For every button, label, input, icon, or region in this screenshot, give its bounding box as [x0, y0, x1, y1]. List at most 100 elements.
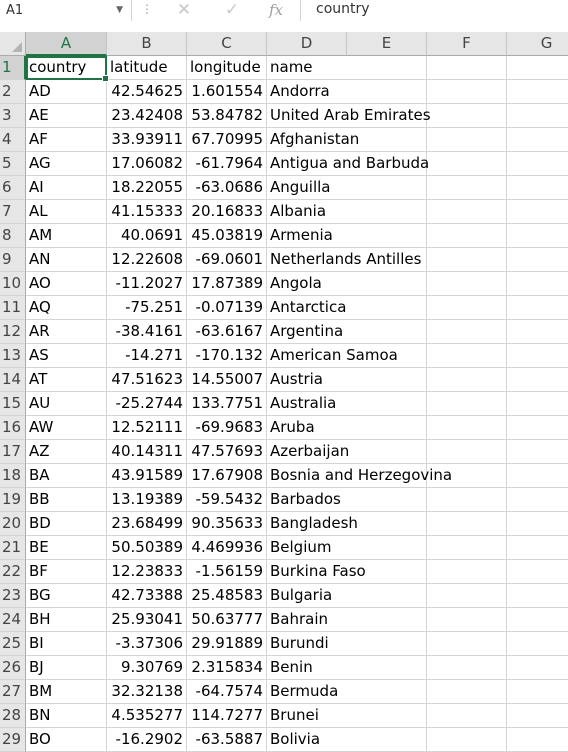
row-header[interactable]: 12 [0, 320, 26, 344]
cell-empty[interactable] [507, 488, 568, 512]
cancel-icon[interactable]: ✕ [176, 0, 192, 20]
cell-longitude[interactable]: 45.03819 [187, 224, 267, 248]
cell-empty[interactable] [427, 152, 507, 176]
cell-empty[interactable] [427, 176, 507, 200]
cell-empty[interactable] [427, 368, 507, 392]
cell-latitude[interactable]: latitude [107, 56, 187, 80]
cell-empty[interactable] [507, 536, 568, 560]
cell-latitude[interactable]: 9.30769 [107, 656, 187, 680]
row-header[interactable]: 9 [0, 248, 26, 272]
cell-name[interactable]: Bermuda [267, 680, 347, 704]
cell-name[interactable]: Bahrain [267, 608, 347, 632]
cell-latitude[interactable]: 42.73388 [107, 584, 187, 608]
row-header[interactable]: 23 [0, 584, 26, 608]
cell-latitude[interactable]: 40.0691 [107, 224, 187, 248]
cell-longitude[interactable]: -69.0601 [187, 248, 267, 272]
cell-latitude[interactable]: 40.14311 [107, 440, 187, 464]
cell-empty[interactable] [347, 368, 427, 392]
row-header[interactable]: 10 [0, 272, 26, 296]
dropdown-icon[interactable]: ▼ [116, 5, 123, 15]
row-header[interactable]: 8 [0, 224, 26, 248]
cell-empty[interactable] [427, 56, 507, 80]
cell-empty[interactable] [427, 224, 507, 248]
row-header[interactable]: 16 [0, 416, 26, 440]
cell-name[interactable]: United Arab Emirates [267, 104, 431, 128]
cell-name[interactable]: Bolivia [267, 728, 347, 752]
cell-empty[interactable] [347, 632, 427, 656]
cell-longitude[interactable]: 4.469936 [187, 536, 267, 560]
cell-latitude[interactable]: -3.37306 [107, 632, 187, 656]
cell-empty[interactable] [507, 392, 568, 416]
row-header[interactable]: 22 [0, 560, 26, 584]
cell-longitude[interactable]: -64.7574 [187, 680, 267, 704]
cell-empty[interactable] [347, 128, 427, 152]
cell-longitude[interactable]: 133.7751 [187, 392, 267, 416]
cell-latitude[interactable]: -75.251 [107, 296, 187, 320]
cell-latitude[interactable]: 50.50389 [107, 536, 187, 560]
cell-empty[interactable] [347, 416, 427, 440]
cell-name[interactable]: Bosnia and Herzegovina [267, 464, 452, 488]
cell-empty[interactable] [427, 248, 507, 272]
cell-empty[interactable] [507, 152, 568, 176]
cell-name[interactable]: Albania [267, 200, 347, 224]
cell-empty[interactable] [347, 80, 427, 104]
cell-name[interactable]: Bangladesh [267, 512, 358, 536]
select-all-corner[interactable] [0, 32, 26, 56]
column-header-a[interactable]: A [26, 32, 107, 56]
cell-empty[interactable] [347, 608, 427, 632]
cell-country[interactable]: BG [26, 584, 107, 608]
cell-empty[interactable] [427, 680, 507, 704]
cell-latitude[interactable]: -25.2744 [107, 392, 187, 416]
cell-longitude[interactable]: 47.57693 [187, 440, 267, 464]
cell-country[interactable]: BJ [26, 656, 107, 680]
cell-empty[interactable] [427, 728, 507, 752]
cell-name[interactable]: Afghanistan [267, 128, 359, 152]
cell-longitude[interactable]: -69.9683 [187, 416, 267, 440]
cell-country[interactable]: AT [26, 368, 107, 392]
cell-name[interactable]: Andorra [267, 80, 347, 104]
cell-name[interactable]: Netherlands Antilles [267, 248, 421, 272]
cell-empty[interactable] [507, 680, 568, 704]
cell-country[interactable]: AF [26, 128, 107, 152]
cell-name[interactable]: Antarctica [267, 296, 347, 320]
column-header-f[interactable]: F [427, 32, 507, 56]
cell-empty[interactable] [427, 560, 507, 584]
cell-latitude[interactable]: 23.42408 [107, 104, 187, 128]
enter-icon[interactable]: ✓ [224, 0, 240, 20]
cell-empty[interactable] [347, 272, 427, 296]
cell-latitude[interactable]: 23.68499 [107, 512, 187, 536]
cell-latitude[interactable]: 12.22608 [107, 248, 187, 272]
cell-latitude[interactable]: 42.54625 [107, 80, 187, 104]
cell-empty[interactable] [347, 680, 427, 704]
row-header[interactable]: 18 [0, 464, 26, 488]
cell-longitude[interactable]: -0.07139 [187, 296, 267, 320]
cell-empty[interactable] [507, 272, 568, 296]
row-header[interactable]: 14 [0, 368, 26, 392]
cell-empty[interactable] [427, 608, 507, 632]
row-header[interactable]: 4 [0, 128, 26, 152]
cell-longitude[interactable]: -63.0686 [187, 176, 267, 200]
cell-latitude[interactable]: 12.23833 [107, 560, 187, 584]
column-header-d[interactable]: D [267, 32, 347, 56]
cell-country[interactable]: AM [26, 224, 107, 248]
cell-empty[interactable] [347, 656, 427, 680]
cell-latitude[interactable]: -11.2027 [107, 272, 187, 296]
cell-latitude[interactable]: 47.51623 [107, 368, 187, 392]
cell-empty[interactable] [427, 584, 507, 608]
cell-empty[interactable] [347, 584, 427, 608]
cell-empty[interactable] [427, 536, 507, 560]
cell-country[interactable]: AD [26, 80, 107, 104]
cell-name[interactable]: name [267, 56, 347, 80]
cell-country[interactable]: AR [26, 320, 107, 344]
cell-empty[interactable] [507, 560, 568, 584]
row-header[interactable]: 15 [0, 392, 26, 416]
cell-empty[interactable] [347, 512, 427, 536]
cell-empty[interactable] [427, 440, 507, 464]
cell-empty[interactable] [427, 80, 507, 104]
cell-empty[interactable] [507, 728, 568, 752]
cell-empty[interactable] [507, 632, 568, 656]
cell-empty[interactable] [507, 416, 568, 440]
cell-country[interactable]: AL [26, 200, 107, 224]
row-header[interactable]: 2 [0, 80, 26, 104]
cell-country[interactable]: AE [26, 104, 107, 128]
